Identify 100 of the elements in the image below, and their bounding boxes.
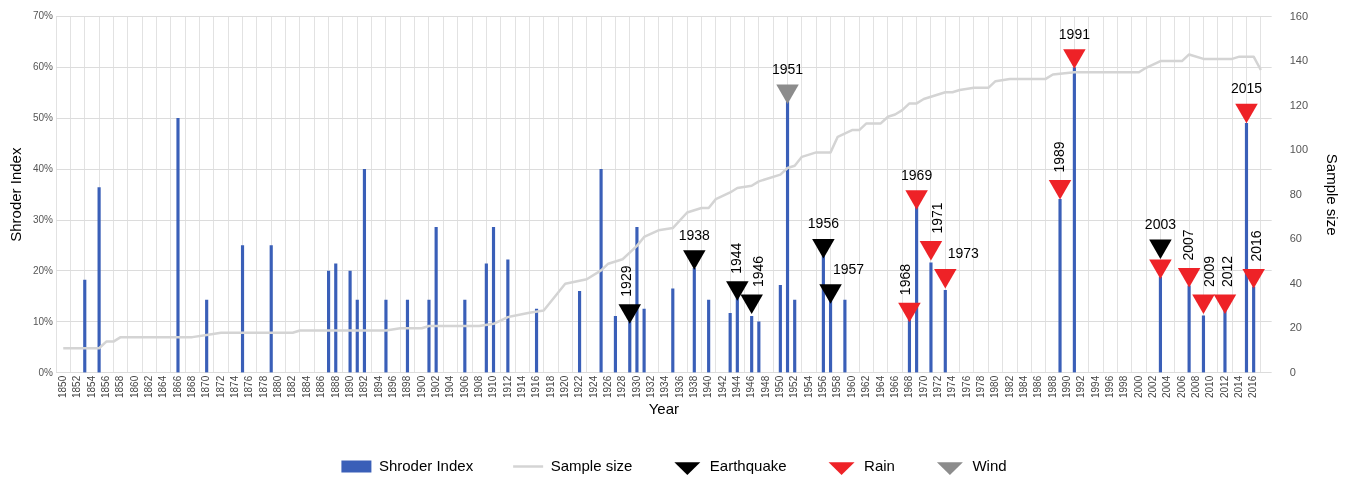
x-tick-label: 1910 xyxy=(487,375,499,398)
x-tick-label: 1928 xyxy=(616,375,628,398)
x-tick-label: 1948 xyxy=(759,375,771,398)
x-tick-label: 1994 xyxy=(1089,375,1101,398)
bar xyxy=(1187,285,1191,373)
x-tick-label: 1914 xyxy=(515,375,527,398)
bar xyxy=(348,270,352,373)
annotation: 1944 xyxy=(728,242,745,274)
x-tick-label: 1970 xyxy=(917,375,929,398)
x-tick-label: 1962 xyxy=(860,375,872,398)
x-tick-label: 1978 xyxy=(974,375,986,398)
x-axis-title: Year xyxy=(648,400,679,418)
legend-label: Sample size xyxy=(550,456,633,474)
bar xyxy=(728,312,732,373)
annotation: 2015 xyxy=(1230,80,1263,97)
x-tick-label: 1892 xyxy=(358,375,370,398)
annotation: 1969 xyxy=(901,166,933,183)
y2-tick-label: 60 xyxy=(1289,232,1302,245)
x-tick-label: 1860 xyxy=(128,375,140,398)
x-tick-label: 1974 xyxy=(946,375,958,398)
y2-axis-title: Sample size xyxy=(1323,153,1341,236)
x-tick-label: 1894 xyxy=(372,375,384,398)
x-tick-label: 1936 xyxy=(673,375,685,398)
bar xyxy=(1223,310,1227,373)
x-tick-label: 1886 xyxy=(315,375,327,398)
bar xyxy=(929,262,933,373)
x-tick-label: 2016 xyxy=(1247,375,1259,398)
y-tick-label: 0% xyxy=(38,366,54,378)
annotation: 1957 xyxy=(832,260,865,277)
bar xyxy=(1252,286,1256,373)
y2-tick-label: 100 xyxy=(1289,143,1309,156)
x-tick-label: 1950 xyxy=(774,375,786,398)
bar xyxy=(534,308,539,373)
x-tick-label: 1882 xyxy=(286,375,298,398)
bar xyxy=(362,168,367,373)
x-tick-label: 1908 xyxy=(472,375,484,398)
x-tick-label: 1856 xyxy=(100,375,112,398)
bar xyxy=(1072,67,1076,373)
x-tick-label: 1912 xyxy=(501,375,513,398)
x-tick-label: 1996 xyxy=(1103,375,1115,398)
bar xyxy=(427,299,431,373)
x-tick-label: 1880 xyxy=(272,375,284,398)
x-tick-label: 1874 xyxy=(229,375,241,398)
y-tick-label: 40% xyxy=(33,162,54,174)
y2-tick-label: 140 xyxy=(1289,54,1309,67)
x-tick-label: 1964 xyxy=(874,375,886,398)
bar xyxy=(793,299,797,373)
x-tick-label: 1966 xyxy=(888,375,900,398)
bar xyxy=(628,321,632,373)
legend-label: Shroder Index xyxy=(378,456,474,474)
x-tick-label: 1852 xyxy=(71,375,83,398)
bar xyxy=(384,299,388,373)
bar xyxy=(943,290,947,373)
x-tick-label: 1972 xyxy=(931,375,943,398)
x-tick-label: 1858 xyxy=(114,375,126,398)
x-tick-label: 1902 xyxy=(429,375,441,398)
x-tick-label: 2004 xyxy=(1161,375,1173,398)
y2-tick-label: 20 xyxy=(1289,321,1302,334)
bar xyxy=(205,299,209,373)
y-tick-label: 70% xyxy=(33,10,54,22)
x-tick-label: 1864 xyxy=(157,375,169,398)
x-tick-label: 1868 xyxy=(186,375,198,398)
x-tick-label: 2014 xyxy=(1233,375,1245,398)
x-tick-label: 1866 xyxy=(171,375,183,398)
x-tick-label: 1980 xyxy=(989,375,1001,398)
annotation: 1991 xyxy=(1058,25,1091,42)
bar xyxy=(843,299,847,373)
x-tick-label: 1938 xyxy=(688,375,700,398)
annotation: 1956 xyxy=(807,215,840,232)
bar xyxy=(463,299,467,373)
x-tick-label: 1934 xyxy=(659,375,671,398)
bar xyxy=(355,299,359,373)
bar xyxy=(692,268,696,373)
x-tick-label: 2012 xyxy=(1218,375,1230,398)
y2-tick-label: 120 xyxy=(1289,98,1309,111)
x-tick-label: 1924 xyxy=(587,375,599,398)
bar xyxy=(506,259,510,373)
x-tick-label: 1952 xyxy=(788,375,800,398)
x-tick-label: 1862 xyxy=(143,375,155,398)
x-tick-label: 1992 xyxy=(1075,375,1087,398)
x-tick-label: 1904 xyxy=(444,375,456,398)
bar xyxy=(785,101,790,373)
annotation: 1971 xyxy=(928,202,945,234)
x-tick-label: 1898 xyxy=(401,375,413,398)
x-tick-label: 2008 xyxy=(1190,375,1202,398)
x-tick-label: 2006 xyxy=(1175,375,1187,398)
x-tick-label: 1890 xyxy=(343,375,355,398)
x-tick-label: 1932 xyxy=(645,375,657,398)
y2-tick-label: 40 xyxy=(1289,276,1302,289)
annotation: 1938 xyxy=(678,226,711,243)
y-tick-label: 50% xyxy=(33,112,54,124)
x-tick-label: 1984 xyxy=(1017,375,1029,398)
x-tick-label: 1988 xyxy=(1046,375,1058,398)
x-tick-label: 1942 xyxy=(716,375,728,398)
x-tick-label: 2002 xyxy=(1147,375,1159,398)
x-tick-label: 2010 xyxy=(1204,375,1216,398)
bar xyxy=(707,299,711,373)
y-axis-title: Shroder Index xyxy=(7,147,25,242)
bar xyxy=(1058,198,1062,373)
x-tick-label: 1968 xyxy=(903,375,915,398)
